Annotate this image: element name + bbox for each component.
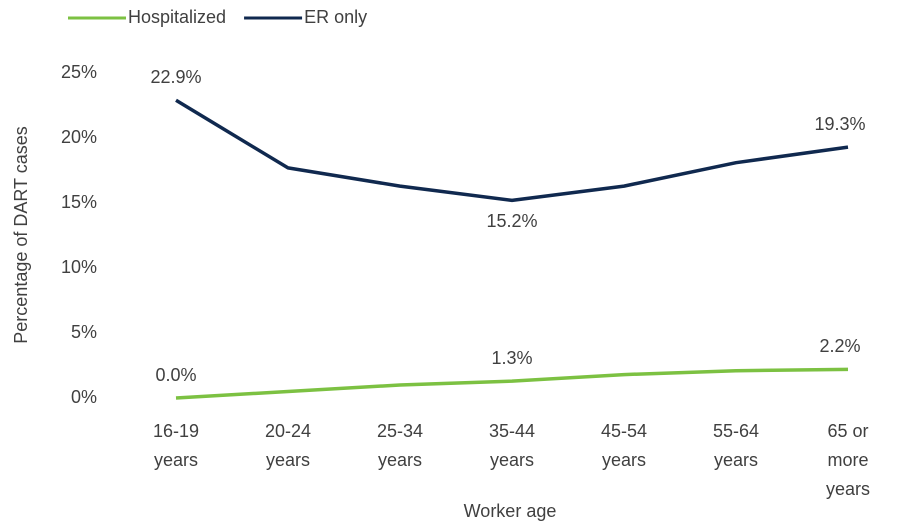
legend-label: Hospitalized bbox=[128, 7, 226, 27]
x-tick-label: years bbox=[490, 450, 534, 470]
data-label: 2.2% bbox=[819, 336, 860, 356]
x-tick-label: years bbox=[378, 450, 422, 470]
x-tick-label: more bbox=[827, 450, 868, 470]
y-tick-label: 5% bbox=[71, 322, 97, 342]
data-label: 1.3% bbox=[491, 348, 532, 368]
data-label: 15.2% bbox=[486, 211, 537, 231]
data-label: 22.9% bbox=[150, 67, 201, 87]
y-tick-label: 20% bbox=[61, 127, 97, 147]
x-tick-label: years bbox=[826, 479, 870, 499]
x-tick-label: 25-34 bbox=[377, 421, 423, 441]
series-line bbox=[175, 98, 849, 203]
x-tick-label: 65 or bbox=[827, 421, 868, 441]
x-tick-label: 20-24 bbox=[265, 421, 311, 441]
x-tick-label: years bbox=[266, 450, 310, 470]
y-tick-label: 10% bbox=[61, 257, 97, 277]
series-line bbox=[175, 367, 849, 400]
data-label: 0.0% bbox=[155, 365, 196, 385]
x-tick-label: years bbox=[602, 450, 646, 470]
y-tick-label: 15% bbox=[61, 192, 97, 212]
x-axis-label: Worker age bbox=[464, 501, 557, 521]
x-tick-label: 16-19 bbox=[153, 421, 199, 441]
x-tick-label: 35-44 bbox=[489, 421, 535, 441]
legend-label: ER only bbox=[304, 7, 367, 27]
x-tick-label: 45-54 bbox=[601, 421, 647, 441]
x-tick-label: 55-64 bbox=[713, 421, 759, 441]
y-axis-label: Percentage of DART cases bbox=[11, 126, 31, 343]
x-tick-label: years bbox=[714, 450, 758, 470]
y-tick-label: 25% bbox=[61, 62, 97, 82]
x-tick-label: years bbox=[154, 450, 198, 470]
y-tick-label: 0% bbox=[71, 387, 97, 407]
data-label: 19.3% bbox=[814, 114, 865, 134]
